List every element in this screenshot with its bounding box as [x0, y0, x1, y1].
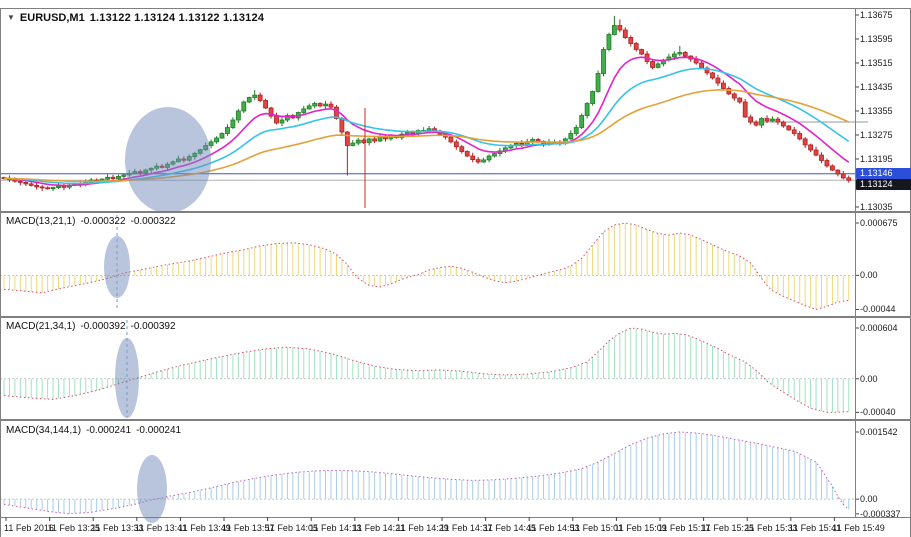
indicator-value: -0.000322: [80, 216, 126, 227]
value-axis-label: 1.13355: [860, 106, 893, 116]
collapse-arrow-icon[interactable]: ▼: [7, 12, 15, 22]
indicator-name: MACD(34,144,1): [6, 425, 82, 436]
time-axis-label: 11 Feb 15:41: [788, 523, 842, 533]
value-axis-label: 0.00: [860, 373, 878, 384]
value-axis-label: 0.000604: [860, 323, 898, 333]
time-axis-label: 11 Feb 2016: [4, 523, 54, 533]
time-axis-label: 11 Feb 13:41: [134, 523, 188, 533]
time-axis-label: 11 Feb 14:13: [309, 523, 362, 533]
ohlc-quote-label: 1.13122 1.13124 1.13122 1.13124: [89, 12, 265, 24]
indicator-value: -0.000392: [80, 321, 126, 332]
time-axis-label: 11 Feb 14:37: [440, 523, 493, 533]
time-axis-label: 11 Feb 15:25: [701, 523, 754, 533]
chart-symbol-header: ▼ EURUSD,M1 1.13122 1.13124 1.13122 1.13…: [7, 12, 264, 24]
time-axis-label: 11 Feb 15:49: [832, 523, 885, 533]
macd-panel-3-label: MACD(34,144,1) -0.000241 -0.000241: [6, 425, 186, 436]
indicator-value: -0.000241: [86, 425, 132, 436]
value-axis-label: 1.13195: [860, 154, 893, 164]
time-axis-label: 11 Feb 15:09: [614, 523, 667, 533]
macd-panel-1-label: MACD(13,21,1) -0.000322 -0.000322: [6, 216, 181, 227]
value-axis-label: 1.13035: [860, 202, 893, 212]
bid-price-badge: 1.13124: [856, 179, 911, 190]
time-axis-label: 11 Feb 13:49: [178, 523, 231, 533]
time-axis-label: 11 Feb 13:57: [222, 523, 275, 533]
time-axis-label: 11 Feb 14:45: [483, 523, 536, 533]
value-axis-label: 1.13515: [860, 58, 893, 68]
panel-splitter-3[interactable]: [0, 419, 911, 421]
value-axis-label: -0.00044: [860, 304, 896, 315]
time-axis-label: 11 Feb 14:21: [352, 523, 406, 533]
value-axis-label: 0.000675: [860, 218, 898, 228]
value-axis-label: 0.001542: [860, 427, 898, 437]
panel-splitter-2[interactable]: [0, 316, 911, 318]
time-axis-label: 11 Feb 13:33: [91, 523, 144, 533]
value-axis-label: -0.00040: [860, 407, 896, 418]
indicator-name: MACD(13,21,1): [6, 216, 76, 227]
value-axis-label: 0.00: [860, 270, 878, 281]
time-axis-label: 11 Feb 14:29: [396, 523, 449, 533]
time-axis-label: 11 Feb 15:17: [658, 523, 711, 533]
time-axis-label: 11 Feb 15:33: [745, 523, 798, 533]
time-axis-label: 11 Feb 15:01: [570, 523, 624, 533]
time-axis-label: 11 Feb 14:05: [265, 523, 318, 533]
value-axis-label: 1.13675: [860, 10, 893, 20]
value-axis-label: -0.000337: [860, 508, 901, 519]
symbol-timeframe-label: EURUSD,M1: [19, 12, 85, 24]
ask-price-badge: 1.13146: [856, 168, 911, 179]
indicator-signal-value: -0.000241: [136, 425, 182, 436]
indicator-name: MACD(21,34,1): [6, 321, 76, 332]
value-axis-label: 0.00: [860, 494, 878, 505]
indicator-signal-value: -0.000392: [130, 321, 176, 332]
indicator-signal-value: -0.000322: [130, 216, 176, 227]
panel-splitter-1[interactable]: [0, 211, 911, 213]
value-axis-label: 1.13275: [860, 130, 893, 140]
macd-panel-2-label: MACD(21,34,1) -0.000392 -0.000392: [6, 321, 181, 332]
time-axis-label: 11 Feb 13:25: [47, 523, 100, 533]
value-axis-label: 1.13435: [860, 82, 893, 92]
value-axis-label: 1.13595: [860, 34, 893, 44]
time-axis-label: 11 Feb 14:53: [527, 523, 580, 533]
